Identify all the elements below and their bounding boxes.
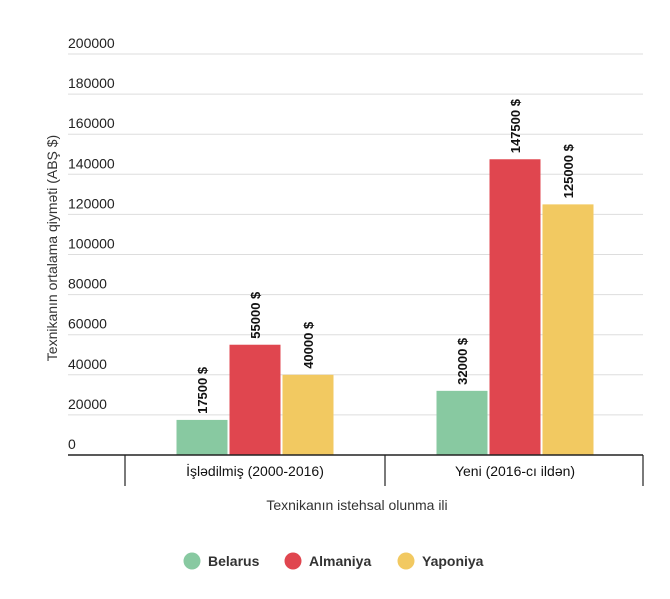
y-tick-label: 200000	[68, 35, 115, 51]
y-tick-label: 80000	[68, 276, 107, 292]
y-axis-label: Texnikanın ortalama qiymәti (ABŞ $)	[44, 135, 60, 361]
x-category-label: Yeni (2016-cı ildәn)	[455, 463, 575, 479]
bar-yaponiya-1	[542, 204, 594, 455]
bar-belarus-0	[176, 419, 228, 455]
legend-label-yaponiya: Yaponiya	[422, 553, 484, 569]
y-tick-label: 140000	[68, 155, 115, 171]
bars	[176, 159, 594, 455]
x-axis-label: Texnikanın istehsal olunma ili	[266, 497, 447, 513]
legend-swatch-yaponiya	[397, 552, 415, 570]
data-label: 55000 $	[248, 291, 263, 339]
data-label: 40000 $	[301, 321, 316, 369]
y-axis-ticks: 0 20000 40000 60000 80000 100000 120000 140000 1…	[68, 35, 115, 452]
legend-swatch-almaniya	[284, 552, 302, 570]
bar-almaniya-0	[229, 344, 281, 455]
y-tick-label: 180000	[68, 75, 115, 91]
bar-belarus-1	[436, 390, 488, 455]
y-tick-label: 100000	[68, 236, 115, 252]
y-tick-label: 20000	[68, 396, 107, 412]
bar-yaponiya-0	[282, 374, 334, 455]
data-label: 125000 $	[561, 143, 576, 198]
data-label: 147500 $	[508, 98, 523, 153]
x-axis: İşlәdilmiş (2000-2016) Yeni (2016-cı ildә…	[68, 454, 644, 486]
data-labels: 17500 $ 55000 $ 40000 $ 32000 $ 147500 $ 1250…	[195, 98, 576, 414]
y-tick-label: 0	[68, 436, 76, 452]
legend-label-belarus: Belarus	[208, 553, 260, 569]
y-tick-label: 160000	[68, 115, 115, 131]
legend-swatch-belarus	[183, 552, 201, 570]
x-category-label: İşlәdilmiş (2000-2016)	[186, 462, 324, 479]
y-tick-label: 40000	[68, 356, 107, 372]
y-tick-label: 120000	[68, 195, 115, 211]
bar-almaniya-1	[489, 159, 541, 455]
legend-label-almaniya: Almaniya	[309, 553, 371, 569]
data-label: 32000 $	[455, 337, 470, 385]
legend: Belarus Almaniya Yaponiya	[183, 552, 484, 570]
data-label: 17500 $	[195, 366, 210, 414]
gridlines	[68, 53, 643, 416]
y-tick-label: 60000	[68, 316, 107, 332]
